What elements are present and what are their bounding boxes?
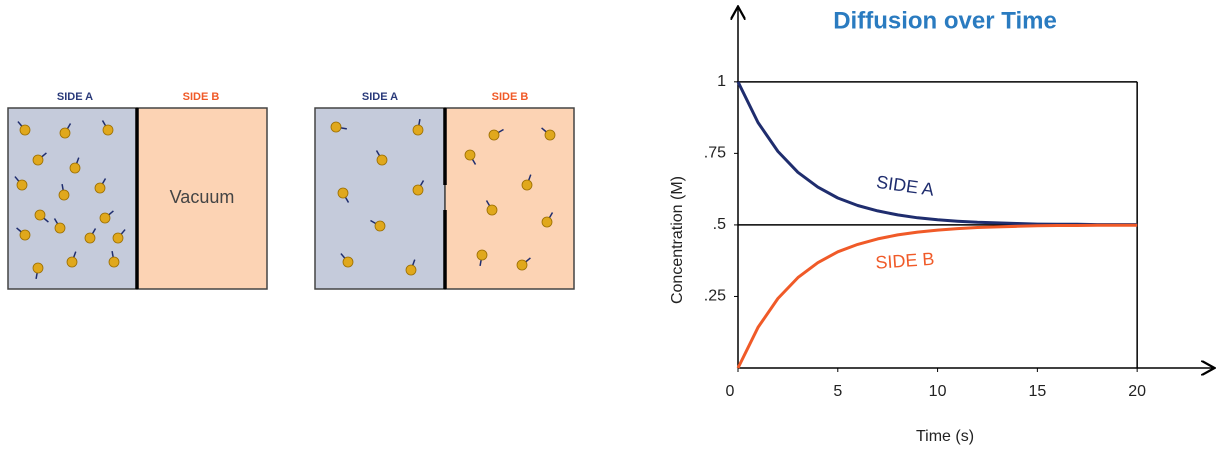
particle-dot — [17, 180, 27, 190]
series-line — [738, 82, 1137, 225]
particle-dot — [33, 263, 43, 273]
particle-dot — [487, 205, 497, 215]
series-label: SIDE B — [875, 249, 935, 273]
particle-dot — [545, 130, 555, 140]
side-b-label: SIDE B — [183, 91, 220, 103]
side-a-label: SIDE A — [362, 91, 398, 103]
particle-dot — [406, 265, 416, 275]
y-axis-label: Concentration (M) — [669, 176, 686, 304]
particle-dot — [375, 221, 385, 231]
y-tick-label: .5 — [713, 216, 726, 233]
particle-dot — [343, 257, 353, 267]
series-label: SIDE A — [875, 172, 935, 200]
particle-dot — [113, 233, 123, 243]
particle-dot — [33, 155, 43, 165]
particle-dot — [35, 210, 45, 220]
particle-dot — [67, 257, 77, 267]
particle-dot — [338, 188, 348, 198]
x-tick-label: 20 — [1128, 383, 1146, 400]
particle-dot — [477, 250, 487, 260]
x-tick-label: 0 — [726, 383, 735, 400]
x-axis-label: Time (s) — [916, 428, 974, 445]
particle-dot — [331, 122, 341, 132]
particle-dot — [413, 185, 423, 195]
particle-dot — [109, 257, 119, 267]
particle-dot — [100, 213, 110, 223]
particle-dot — [413, 125, 423, 135]
particle-dot — [517, 260, 527, 270]
particle-dot — [103, 125, 113, 135]
x-tick-label: 5 — [833, 383, 842, 400]
particle-dot — [85, 233, 95, 243]
particle-dot — [70, 163, 80, 173]
particle-dot — [59, 190, 69, 200]
particle-dot — [60, 128, 70, 138]
particle-dot — [542, 217, 552, 227]
particle-dot — [95, 183, 105, 193]
particle-dot — [20, 230, 30, 240]
particle-dot — [465, 150, 475, 160]
x-tick-label: 15 — [1028, 383, 1046, 400]
y-tick-label: 1 — [717, 73, 726, 90]
series-line — [738, 225, 1137, 368]
x-tick-label: 10 — [929, 383, 947, 400]
y-tick-label: .75 — [704, 145, 726, 162]
vacuum-label: Vacuum — [170, 187, 235, 207]
particle-dot — [55, 223, 65, 233]
particle-dot — [377, 155, 387, 165]
side-a-label: SIDE A — [57, 91, 93, 103]
particle-dot — [20, 125, 30, 135]
side-a-box — [315, 108, 445, 289]
diagram-before: SIDE A SIDE B Vacuum — [8, 91, 267, 289]
page: SIDE A SIDE B Vacuum SIDE A SIDE B Diffu… — [0, 0, 1217, 454]
y-tick-label: .25 — [704, 288, 726, 305]
particle-dot — [522, 180, 532, 190]
chart-title: Diffusion over Time — [833, 7, 1057, 34]
diagram-after: SIDE A SIDE B — [315, 91, 574, 289]
canvas: SIDE A SIDE B Vacuum SIDE A SIDE B Diffu… — [0, 0, 1217, 454]
particle-dot — [489, 130, 499, 140]
side-b-label: SIDE B — [492, 91, 529, 103]
